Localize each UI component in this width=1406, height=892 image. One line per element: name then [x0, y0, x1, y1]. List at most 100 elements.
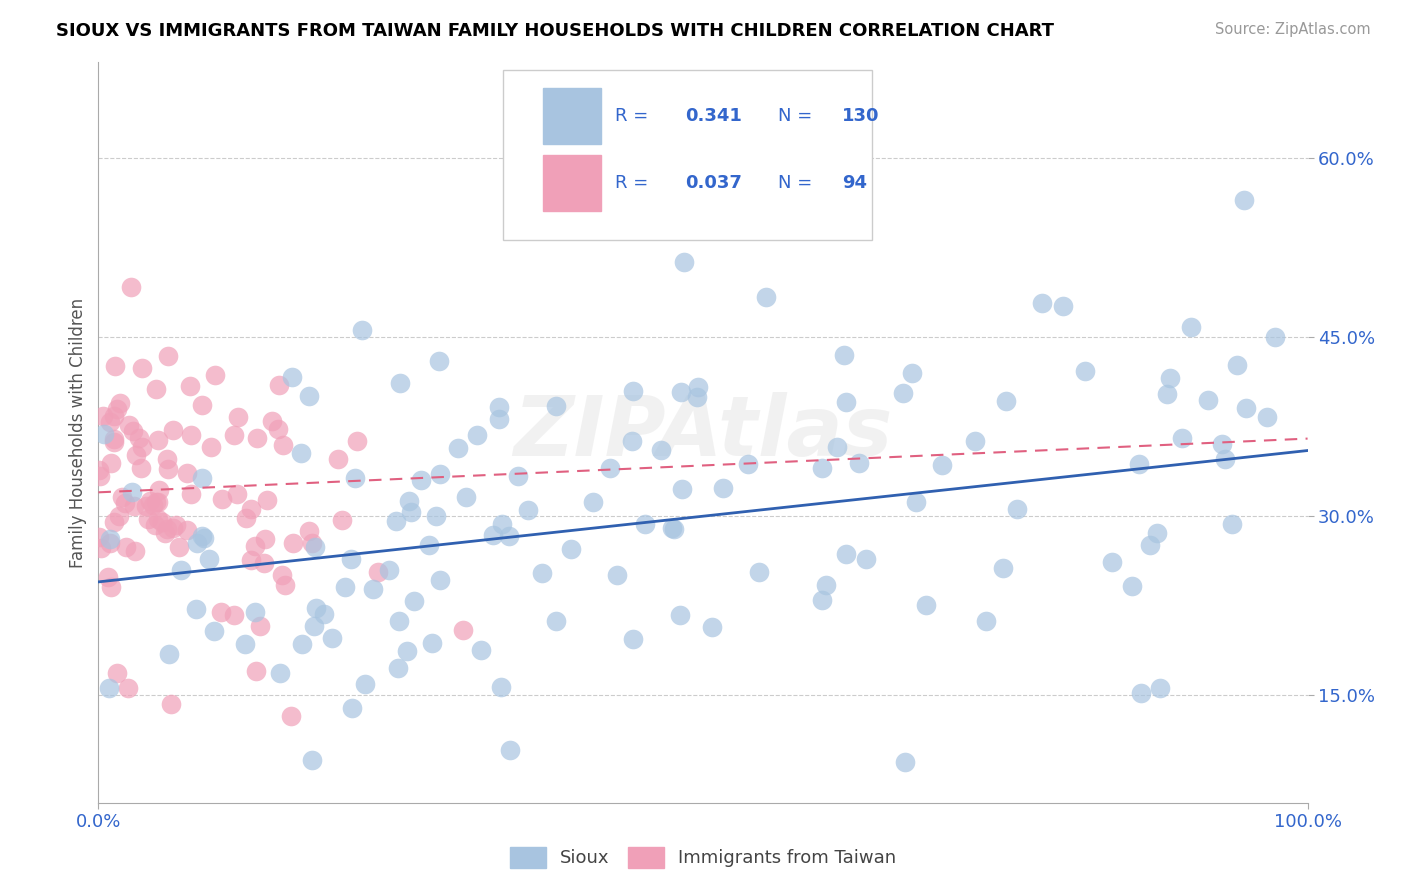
- Point: [98, 533, 121, 547]
- Point: [157, 349, 180, 363]
- Point: [321, 631, 343, 645]
- Point: [1180, 319, 1202, 334]
- Point: [114, 496, 136, 510]
- Point: [108, 509, 131, 524]
- Point: [302, 619, 325, 633]
- Point: [387, 661, 409, 675]
- Point: [848, 456, 870, 470]
- Point: [87, 530, 110, 544]
- Point: [482, 528, 505, 542]
- Point: [1146, 525, 1168, 540]
- Point: [281, 536, 304, 550]
- Point: [121, 485, 143, 500]
- Point: [193, 531, 215, 545]
- Point: [1226, 358, 1249, 372]
- Point: [343, 471, 366, 485]
- Point: [98, 535, 121, 549]
- Point: [260, 414, 283, 428]
- Point: [498, 743, 520, 757]
- Point: [298, 524, 321, 538]
- Point: [190, 471, 212, 485]
- Point: [139, 494, 162, 508]
- Point: [170, 563, 193, 577]
- Point: [104, 359, 127, 373]
- Point: [672, 254, 695, 268]
- Point: [669, 385, 692, 400]
- Point: [314, 607, 336, 622]
- Point: [418, 538, 440, 552]
- Point: [200, 440, 222, 454]
- Point: [353, 677, 375, 691]
- Point: [305, 601, 328, 615]
- Text: R =: R =: [614, 108, 648, 126]
- Point: [429, 573, 451, 587]
- Point: [128, 431, 150, 445]
- Point: [409, 473, 432, 487]
- Point: [385, 515, 408, 529]
- Point: [145, 495, 167, 509]
- Point: [115, 540, 138, 554]
- Point: [891, 385, 914, 400]
- Point: [290, 446, 312, 460]
- Point: [544, 614, 567, 628]
- Point: [100, 457, 122, 471]
- Point: [226, 409, 249, 424]
- Point: [330, 512, 353, 526]
- Point: [333, 580, 356, 594]
- Point: [150, 515, 173, 529]
- Point: [180, 428, 202, 442]
- Point: [661, 521, 683, 535]
- FancyBboxPatch shape: [543, 155, 602, 211]
- Point: [165, 517, 187, 532]
- Text: ZIPAtlas: ZIPAtlas: [513, 392, 893, 473]
- Point: [280, 709, 302, 723]
- Point: [103, 432, 125, 446]
- Point: [367, 565, 389, 579]
- Point: [814, 578, 837, 592]
- Point: [456, 490, 478, 504]
- Point: [117, 417, 139, 432]
- Point: [634, 517, 657, 532]
- Point: [222, 427, 245, 442]
- Point: [671, 482, 693, 496]
- Point: [240, 502, 263, 516]
- Point: [1171, 431, 1194, 445]
- Point: [401, 505, 423, 519]
- Point: [835, 547, 858, 561]
- Point: [131, 361, 153, 376]
- Y-axis label: Family Households with Children: Family Households with Children: [69, 298, 87, 567]
- Point: [994, 394, 1017, 409]
- Point: [488, 412, 510, 426]
- Point: [245, 664, 267, 678]
- Point: [180, 486, 202, 500]
- Point: [124, 544, 146, 558]
- Point: [811, 460, 834, 475]
- Point: [209, 605, 232, 619]
- Point: [748, 566, 770, 580]
- Point: [142, 498, 165, 512]
- Point: [498, 529, 520, 543]
- Point: [120, 280, 142, 294]
- Point: [146, 512, 169, 526]
- Point: [179, 379, 201, 393]
- Point: [148, 483, 170, 497]
- Point: [1256, 409, 1278, 424]
- Point: [465, 427, 488, 442]
- Point: [186, 601, 208, 615]
- Point: [686, 380, 709, 394]
- Point: [582, 494, 605, 508]
- Point: [89, 541, 111, 555]
- Point: [700, 620, 723, 634]
- Point: [103, 409, 125, 423]
- Point: [129, 461, 152, 475]
- Point: [89, 469, 111, 483]
- Point: [198, 552, 221, 566]
- Point: [103, 435, 125, 450]
- FancyBboxPatch shape: [543, 88, 602, 144]
- Point: [420, 636, 443, 650]
- Point: [1052, 299, 1074, 313]
- Point: [489, 680, 512, 694]
- Point: [546, 400, 568, 414]
- Point: [267, 378, 290, 392]
- Point: [427, 354, 450, 368]
